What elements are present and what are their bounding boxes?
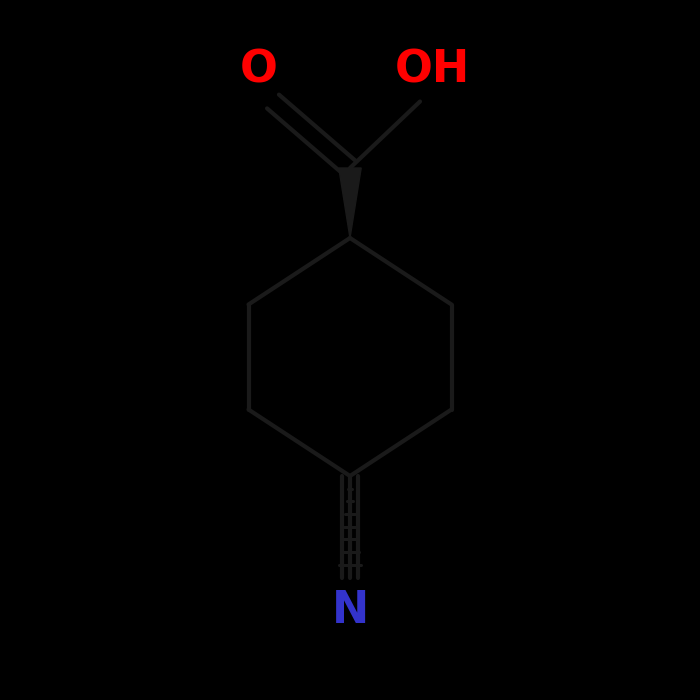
- Polygon shape: [339, 168, 361, 238]
- Text: O: O: [240, 48, 278, 92]
- Text: N: N: [331, 589, 369, 632]
- Text: OH: OH: [395, 48, 470, 92]
